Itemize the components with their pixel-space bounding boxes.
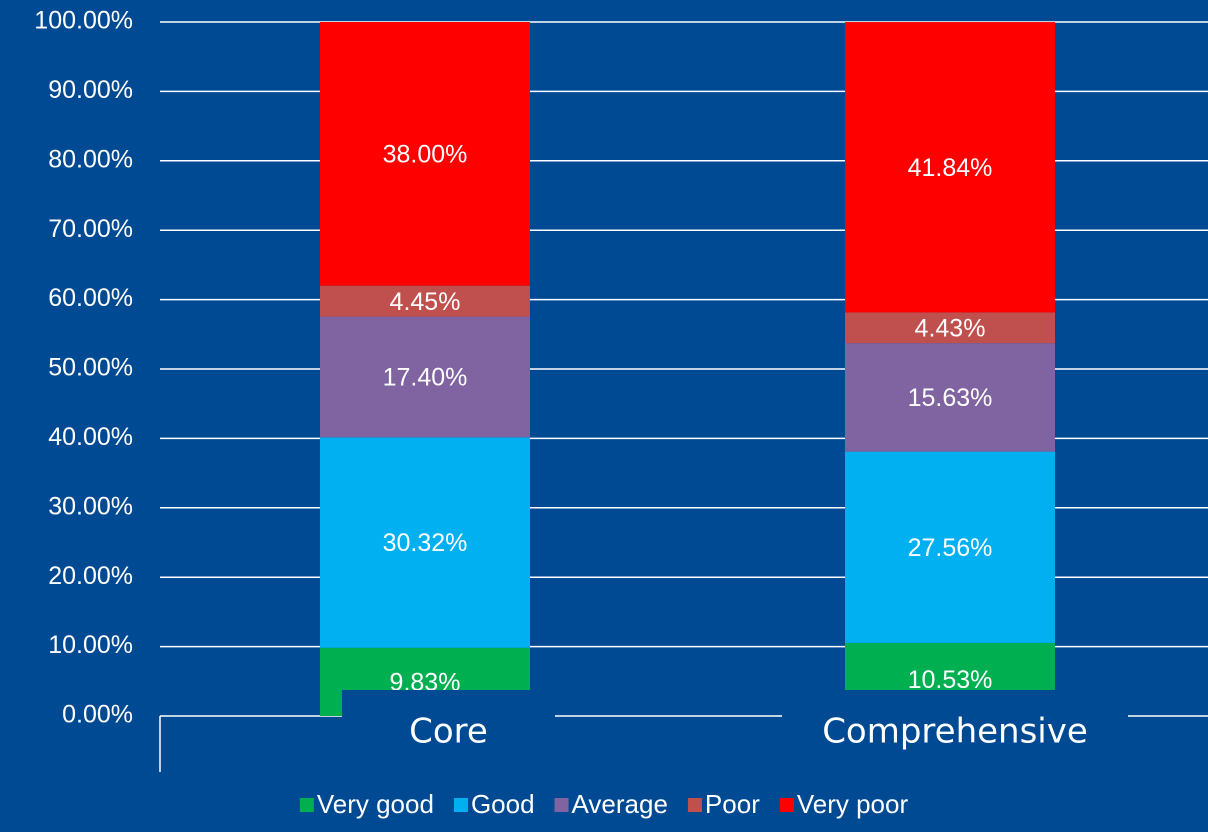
legend: Very good Good Average Poor Very poor: [299, 789, 909, 819]
data-label: 15.63%: [908, 384, 993, 412]
x-tick-label: Comprehensive: [822, 712, 1088, 752]
data-label: 4.45%: [390, 288, 461, 316]
legend-label: Good: [471, 789, 535, 819]
data-label: 10.53%: [908, 666, 993, 694]
y-tick-label: 40.00%: [48, 423, 133, 451]
bar-segment: [845, 312, 1055, 344]
bar-segment: [320, 285, 530, 317]
legend-swatch: [299, 798, 314, 812]
y-tick-label: 90.00%: [48, 76, 133, 104]
data-label: 41.84%: [908, 154, 993, 182]
data-label: 4.43%: [915, 314, 986, 342]
y-tick-label: 100.00%: [34, 7, 133, 35]
data-label: 38.00%: [383, 140, 468, 168]
legend-swatch: [554, 798, 569, 812]
x-tick-label: Core: [409, 712, 488, 752]
bar-segment: [320, 22, 530, 286]
legend-label: Average: [572, 789, 668, 819]
data-label: 17.40%: [383, 364, 468, 392]
bar-segment: [320, 437, 530, 648]
category-box: [342, 690, 555, 772]
legend-label: Very good: [317, 789, 434, 819]
y-tick-label: 60.00%: [48, 284, 133, 312]
legend-label: Poor: [705, 789, 760, 819]
y-tick-label: 0.00%: [62, 701, 133, 729]
legend-swatch: [453, 798, 468, 812]
bar-segment: [845, 451, 1055, 643]
y-tick-label: 70.00%: [48, 215, 133, 243]
y-tick-label: 10.00%: [48, 631, 133, 659]
bar-segment: [320, 316, 530, 438]
y-tick-label: 30.00%: [48, 492, 133, 520]
legend-swatch: [687, 798, 702, 812]
category-box: [782, 690, 1128, 772]
bar-segment: [845, 22, 1055, 313]
data-label: 30.32%: [383, 529, 468, 557]
y-tick-label: 20.00%: [48, 562, 133, 590]
data-label: 27.56%: [908, 534, 993, 562]
y-tick-label: 80.00%: [48, 145, 133, 173]
legend-label: Very poor: [797, 789, 909, 819]
bar-segment: [845, 343, 1055, 452]
legend-swatch: [779, 798, 794, 812]
y-tick-label: 50.00%: [48, 354, 133, 382]
